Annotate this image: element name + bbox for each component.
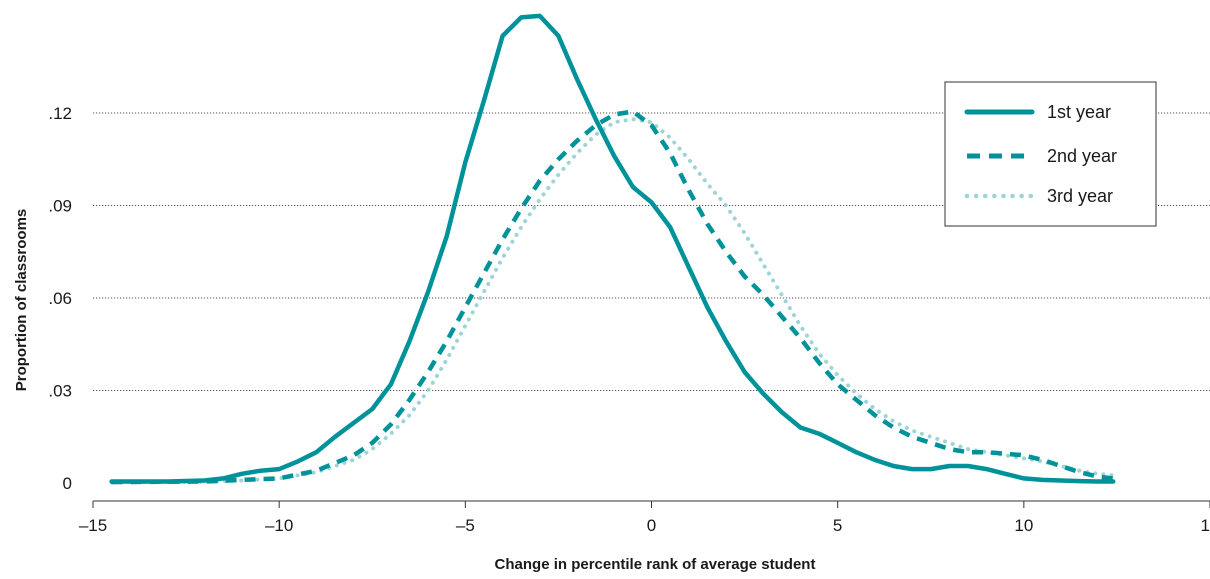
series-line-2nd-year xyxy=(111,109,1114,485)
y-axis-title: Proportion of classrooms xyxy=(13,209,30,392)
x-tick-label: –5 xyxy=(456,516,475,535)
x-axis xyxy=(92,500,1210,508)
x-tick-label: 0 xyxy=(647,516,656,535)
y-tick-label: .12 xyxy=(48,104,72,123)
x-axis-title: Change in percentile rank of average stu… xyxy=(495,556,816,573)
legend-label: 1st year xyxy=(1047,102,1111,122)
x-tick-label: 15 xyxy=(1201,516,1210,535)
x-tick-label: –15 xyxy=(79,516,107,535)
tick-labels: 0 .03 .06 .09 .12 –15 –10 –5 0 5 10 15 xyxy=(48,104,1210,535)
x-tick-label: –10 xyxy=(265,516,293,535)
x-tick-label: 5 xyxy=(833,516,842,535)
y-tick-label: 0 xyxy=(63,474,72,493)
series-lines xyxy=(109,13,1116,485)
legend: 1st year 2nd year 3rd year xyxy=(944,81,1157,227)
y-tick-label: .06 xyxy=(48,289,72,308)
legend-box xyxy=(944,81,1157,227)
x-tick-label: 10 xyxy=(1014,516,1033,535)
y-tick-label: .03 xyxy=(48,382,72,401)
legend-label: 2nd year xyxy=(1047,146,1117,166)
series-line-1st-year xyxy=(109,13,1116,484)
y-tick-label: .09 xyxy=(48,197,72,216)
legend-label: 3rd year xyxy=(1047,186,1113,206)
